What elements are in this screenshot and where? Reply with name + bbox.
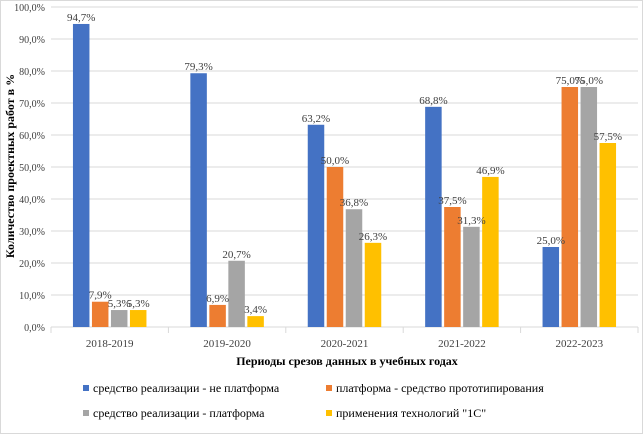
- x-category-label: 2018-2019: [86, 338, 134, 350]
- legend-item: средство реализации - не платформа: [83, 381, 280, 395]
- y-tick-label: 80,0%: [19, 67, 45, 78]
- legend-swatch: [83, 385, 89, 391]
- bar-value-label: 36,8%: [340, 197, 368, 209]
- legend: средство реализации - не платформа платфо…: [83, 381, 544, 420]
- y-tick-label: 100,0%: [14, 3, 45, 14]
- x-category-label: 2019-2020: [203, 338, 251, 350]
- bar-value-label: 68,8%: [419, 95, 447, 107]
- y-tick-label: 20,0%: [19, 259, 45, 270]
- bars: [72, 23, 617, 328]
- legend-swatch: [326, 385, 332, 391]
- y-tick-label: 60,0%: [19, 131, 45, 142]
- y-tick-label: 30,0%: [19, 227, 45, 238]
- y-axis-ticks: 0,0% 10,0% 20,0% 30,0% 40,0% 50,0% 60,0% 70,0% 8…: [14, 3, 45, 334]
- bar-value-label: 5,3%: [127, 298, 150, 310]
- y-tick-label: 0,0%: [24, 323, 45, 334]
- y-tick-label: 10,0%: [19, 291, 45, 302]
- bar: [561, 87, 579, 327]
- bar: [190, 73, 207, 328]
- bar: [307, 124, 325, 327]
- bar: [129, 310, 147, 327]
- x-category-label: 2020-2021: [321, 338, 369, 350]
- bar: [247, 316, 264, 327]
- legend-swatch: [326, 410, 332, 416]
- legend-item: средство реализации - платформа: [83, 406, 265, 420]
- bar: [326, 167, 344, 327]
- bar: [228, 260, 245, 327]
- legend-label: средство реализации - платформа: [93, 406, 265, 420]
- bar: [110, 310, 128, 327]
- bar-value-label: 63,2%: [302, 113, 330, 125]
- bar: [209, 304, 226, 327]
- legend-label: платформа - средство прототипирования: [336, 381, 544, 395]
- y-tick-label: 40,0%: [19, 195, 45, 206]
- bar-value-label: 5,3%: [108, 298, 131, 310]
- gridlines: [50, 6, 639, 333]
- bar-value-label: 46,9%: [476, 165, 504, 177]
- bar-value-label: 20,7%: [222, 249, 250, 261]
- bar-value-label: 3,4%: [244, 304, 267, 316]
- bar: [72, 23, 90, 328]
- x-category-label: 2022-2023: [555, 338, 603, 350]
- bar-value-label: 31,3%: [457, 215, 485, 227]
- y-tick-label: 70,0%: [19, 99, 45, 110]
- bar-value-label: 7,9%: [89, 290, 112, 302]
- bar: [444, 207, 461, 327]
- bar: [425, 106, 442, 327]
- bar-value-label: 6,9%: [206, 293, 229, 305]
- legend-label: средство реализации - не платформа: [93, 381, 280, 395]
- bar-value-label: 50,0%: [321, 155, 349, 167]
- bar: [463, 226, 480, 327]
- bar-value-label: 25,0%: [537, 235, 565, 247]
- legend-item: платформа - средство прототипирования: [326, 381, 544, 395]
- bar: [482, 176, 499, 327]
- y-tick-label: 90,0%: [19, 35, 45, 46]
- bar: [542, 247, 560, 327]
- bar-value-label: 79,3%: [184, 61, 212, 73]
- bar: [345, 209, 363, 327]
- bar: [580, 87, 598, 327]
- data-labels: 94,7%7,9%5,3%5,3%79,3%6,9%20,7%3,4%63,2%…: [67, 12, 622, 316]
- bar: [599, 143, 617, 327]
- bar-value-label: 94,7%: [67, 12, 95, 24]
- x-category-label: 2021-2022: [438, 338, 486, 350]
- bar: [364, 242, 382, 327]
- bar-value-label: 26,3%: [359, 231, 387, 243]
- bar-value-label: 75,0%: [556, 75, 584, 87]
- x-axis-title: Периоды срезов данных в учебных годах: [236, 354, 458, 368]
- x-axis-categories: 2018-2019 2019-2020 2020-2021 2021-2022 2022…: [86, 338, 604, 350]
- legend-label: применения технологий "1С": [336, 406, 486, 420]
- legend-item: применения технологий "1С": [326, 406, 486, 420]
- legend-swatch: [83, 410, 89, 416]
- bar: [91, 301, 109, 327]
- bar-value-label: 37,5%: [438, 195, 466, 207]
- bar-value-label: 57,5%: [594, 131, 622, 143]
- y-tick-label: 50,0%: [19, 163, 45, 174]
- y-axis-title: Количество проектных работ в %: [3, 74, 17, 258]
- bar-value-label: 75,0%: [575, 75, 603, 87]
